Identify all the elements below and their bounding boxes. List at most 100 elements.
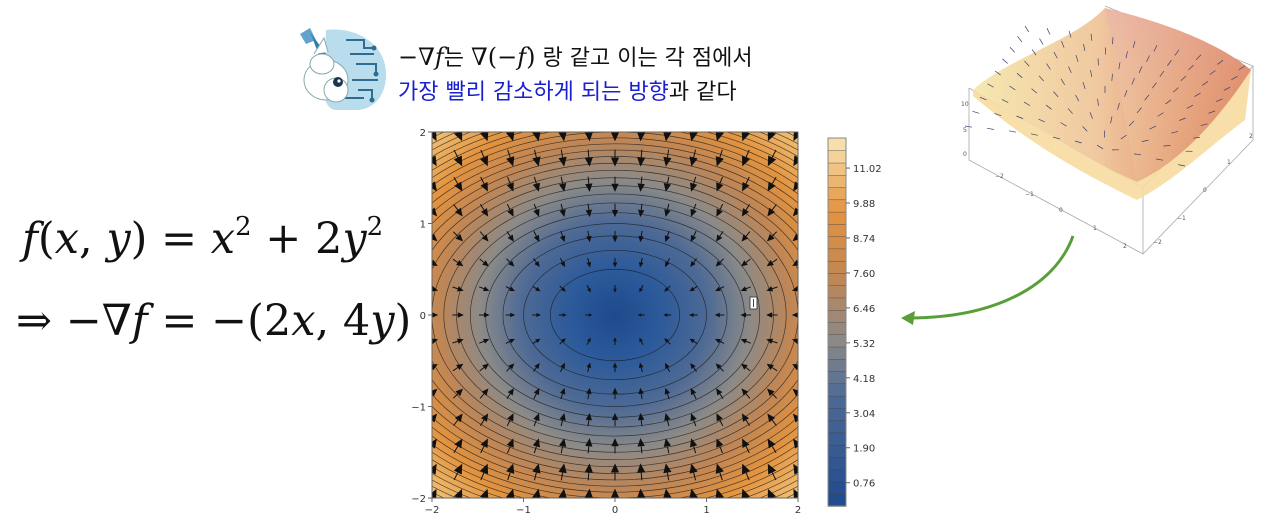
vector-arrow [432,438,437,449]
vector-arrow [793,155,798,167]
vector-arrow [432,363,438,371]
surface-vector [1046,63,1051,70]
vector-arrow [453,149,463,167]
vector-arrow [610,463,620,481]
x-tick-label: 2 [795,505,801,516]
vector-arrow [612,387,618,400]
vector-arrow [767,132,777,142]
surface-vector [1120,134,1127,140]
surface-vector [1153,45,1158,52]
surface-vector [1180,75,1187,82]
surface-vector [1188,64,1194,71]
surface-vector [1193,136,1201,139]
surface-vector [1151,82,1157,89]
vector-arrow [453,438,463,454]
surface-vector [1068,30,1072,38]
vector-arrow [689,463,698,481]
vector-arrow [558,176,567,192]
surface-vector [1039,38,1044,45]
surface-vector [1144,94,1150,101]
vector-arrow [432,132,437,142]
vector-arrow [689,149,698,167]
vector-arrow [741,463,751,481]
svg-text:2: 2 [1123,243,1127,250]
colorbar-band [827,137,847,151]
contour-line [523,249,707,381]
vector-arrow [741,231,751,242]
vector-arrow [452,338,464,344]
colorbar-band [827,469,847,483]
surface-vector [1031,49,1037,56]
colorbar-band [827,358,847,372]
y-tick-label: 2 [420,128,426,139]
vector-arrow [741,203,751,217]
surface-vector [1038,118,1045,123]
surface-vector [1111,73,1113,81]
vector-arrow [479,312,490,318]
vector-arrow [767,149,777,167]
vector-arrow [611,438,619,454]
vector-arrow [453,132,463,142]
colorbar-band [827,432,847,446]
vector-arrow [479,363,489,372]
vector-arrow [715,363,724,372]
vector-arrow [638,387,644,400]
vector-arrow [584,488,593,498]
vector-arrow [742,438,750,454]
vector-arrow [663,488,672,498]
colorbar-band [827,162,847,176]
svg-text:1: 1 [1093,225,1097,232]
surface-vector [1046,28,1051,35]
vector-arrow [638,203,645,218]
vector-arrow [533,230,540,242]
vector-arrow [432,207,438,217]
surface-vector [1097,58,1099,66]
colorbar: 11.02 9.88 8.74 7.60 6.46 5.32 4.18 3.04 1.90 0.7… [827,137,882,507]
vector-arrow [479,132,489,142]
vector-arrow [767,413,777,426]
caption-rest: 과 같다 [668,80,737,105]
surface-bottom [973,70,1251,200]
vector-arrow [505,312,516,318]
vector-arrow [715,488,724,498]
colorbar-band [827,174,847,188]
vector-arrow [793,488,798,498]
vector-arrow [766,338,778,344]
vector-arrow [585,412,592,427]
vector-arrow [559,230,566,243]
vector-arrow [453,204,463,217]
vector-arrow [506,438,514,454]
svg-text:−2: −2 [995,173,1004,180]
y-tick-label: 1 [420,220,426,231]
svg-text:0: 0 [963,151,967,158]
surface-x-ticks: −2 −1 0 1 2 [995,173,1127,250]
x-tick-label: 1 [703,505,709,516]
vector-arrow [715,258,724,267]
vector-arrow [558,463,567,481]
vector-arrow [793,132,798,142]
surface-vector [1134,153,1142,156]
vector-arrow [559,338,566,345]
surface-vector [1016,72,1023,79]
y-tick-label: −1 [411,403,426,414]
vector-arrow [533,258,540,267]
svg-text:2: 2 [1249,133,1253,140]
vector-arrow [506,488,515,498]
surface-vector [1016,115,1024,119]
surface-vector [1096,144,1104,150]
colorbar-band [827,346,847,360]
surface-vector [1156,158,1164,161]
vector-arrow [689,438,698,454]
surface-vector [1082,126,1088,132]
vector-arrow [533,363,540,372]
vector-arrow [690,203,697,217]
vector-arrow [767,176,777,192]
vector-arrow [479,338,490,344]
vector-arrow [432,312,439,318]
surface-vector [1060,78,1065,85]
vector-arrow [585,313,593,317]
caption-line-2: 가장 빨리 감소하게 되는 방향과 같다 [398,76,868,110]
vector-arrow [432,181,437,192]
surface-vector [1090,69,1093,77]
vector-arrow [689,132,698,142]
